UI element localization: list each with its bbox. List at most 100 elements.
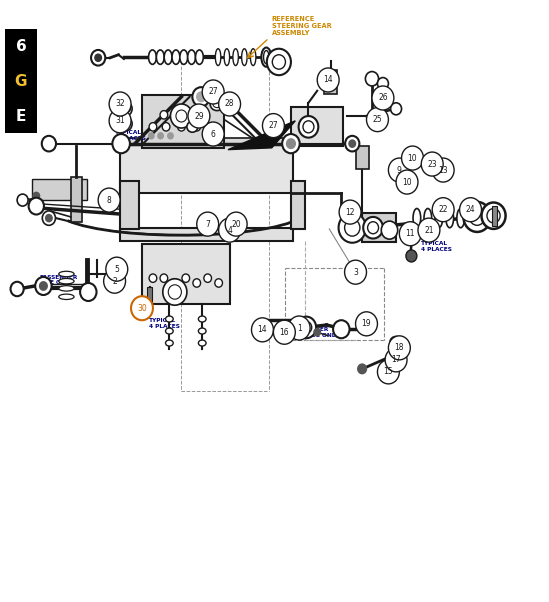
Ellipse shape xyxy=(264,51,269,64)
Circle shape xyxy=(378,78,388,90)
Ellipse shape xyxy=(435,208,442,228)
Ellipse shape xyxy=(59,286,74,291)
Bar xyxy=(5,64,37,99)
Text: 17: 17 xyxy=(391,355,401,364)
Ellipse shape xyxy=(359,320,366,329)
Circle shape xyxy=(273,320,295,344)
Text: 10: 10 xyxy=(402,178,412,187)
Circle shape xyxy=(267,49,291,75)
Ellipse shape xyxy=(121,105,131,113)
Circle shape xyxy=(317,68,339,92)
Circle shape xyxy=(10,282,24,296)
Text: 32: 32 xyxy=(115,99,125,108)
Circle shape xyxy=(333,320,350,338)
Ellipse shape xyxy=(457,208,464,228)
Text: 1: 1 xyxy=(297,323,301,332)
Circle shape xyxy=(287,139,295,149)
Ellipse shape xyxy=(390,347,402,361)
Circle shape xyxy=(197,212,219,236)
Circle shape xyxy=(29,197,44,214)
Ellipse shape xyxy=(188,50,195,64)
Text: 13: 13 xyxy=(438,166,448,175)
Bar xyxy=(120,145,293,193)
Ellipse shape xyxy=(198,340,206,346)
Circle shape xyxy=(339,200,361,224)
Circle shape xyxy=(171,279,178,287)
Circle shape xyxy=(160,111,167,119)
Text: 22: 22 xyxy=(439,205,448,214)
Circle shape xyxy=(42,211,55,225)
Ellipse shape xyxy=(156,50,164,64)
Text: 6: 6 xyxy=(15,39,26,54)
Circle shape xyxy=(219,218,240,242)
Text: G: G xyxy=(15,73,27,88)
Circle shape xyxy=(193,279,200,287)
Text: REFERENCE
STEERING GEAR
ASSEMBLY: REFERENCE STEERING GEAR ASSEMBLY xyxy=(272,16,332,36)
Text: 9: 9 xyxy=(397,166,402,175)
Circle shape xyxy=(91,50,105,66)
Bar xyxy=(32,179,87,200)
Circle shape xyxy=(46,214,52,222)
Circle shape xyxy=(163,279,187,305)
Text: 5: 5 xyxy=(114,265,119,274)
Text: 11: 11 xyxy=(406,229,415,238)
Polygon shape xyxy=(228,121,295,150)
Circle shape xyxy=(177,123,185,131)
Bar xyxy=(71,176,82,222)
Ellipse shape xyxy=(164,50,172,64)
Circle shape xyxy=(95,54,102,61)
Circle shape xyxy=(204,274,211,282)
Ellipse shape xyxy=(166,340,173,346)
Circle shape xyxy=(163,123,170,131)
Circle shape xyxy=(225,212,247,236)
Circle shape xyxy=(339,213,366,243)
Circle shape xyxy=(388,158,410,182)
Circle shape xyxy=(282,134,300,154)
Text: 28: 28 xyxy=(225,99,234,108)
Ellipse shape xyxy=(195,50,203,64)
Circle shape xyxy=(197,92,205,102)
Circle shape xyxy=(219,92,240,116)
Circle shape xyxy=(358,364,367,374)
Circle shape xyxy=(251,318,273,342)
Circle shape xyxy=(176,110,187,122)
Circle shape xyxy=(432,158,454,182)
Circle shape xyxy=(390,103,401,115)
Circle shape xyxy=(388,336,410,360)
Circle shape xyxy=(314,329,321,336)
Ellipse shape xyxy=(59,294,74,300)
Ellipse shape xyxy=(393,350,400,358)
Circle shape xyxy=(382,221,397,239)
Text: 30: 30 xyxy=(137,303,147,312)
Circle shape xyxy=(202,122,224,146)
Text: 25: 25 xyxy=(373,115,382,124)
Circle shape xyxy=(33,192,40,199)
Text: 3: 3 xyxy=(353,268,358,277)
Ellipse shape xyxy=(224,49,229,66)
Circle shape xyxy=(366,72,379,86)
Circle shape xyxy=(299,116,318,138)
Ellipse shape xyxy=(261,48,271,67)
Circle shape xyxy=(109,267,122,281)
Circle shape xyxy=(149,123,157,131)
Text: 21: 21 xyxy=(424,226,434,235)
Text: 16: 16 xyxy=(279,327,289,337)
Circle shape xyxy=(131,296,153,320)
Bar xyxy=(5,99,37,134)
Bar xyxy=(142,95,224,148)
Text: 14: 14 xyxy=(257,325,267,334)
Circle shape xyxy=(363,217,383,238)
Circle shape xyxy=(288,316,310,340)
Circle shape xyxy=(345,219,360,236)
Ellipse shape xyxy=(210,98,224,111)
Ellipse shape xyxy=(390,337,402,347)
Circle shape xyxy=(109,109,131,133)
Ellipse shape xyxy=(172,50,180,64)
Ellipse shape xyxy=(446,208,453,228)
Circle shape xyxy=(367,108,388,132)
Text: 24: 24 xyxy=(466,205,475,214)
Circle shape xyxy=(463,202,491,232)
Circle shape xyxy=(40,282,47,290)
Circle shape xyxy=(481,202,506,229)
Circle shape xyxy=(262,114,284,138)
